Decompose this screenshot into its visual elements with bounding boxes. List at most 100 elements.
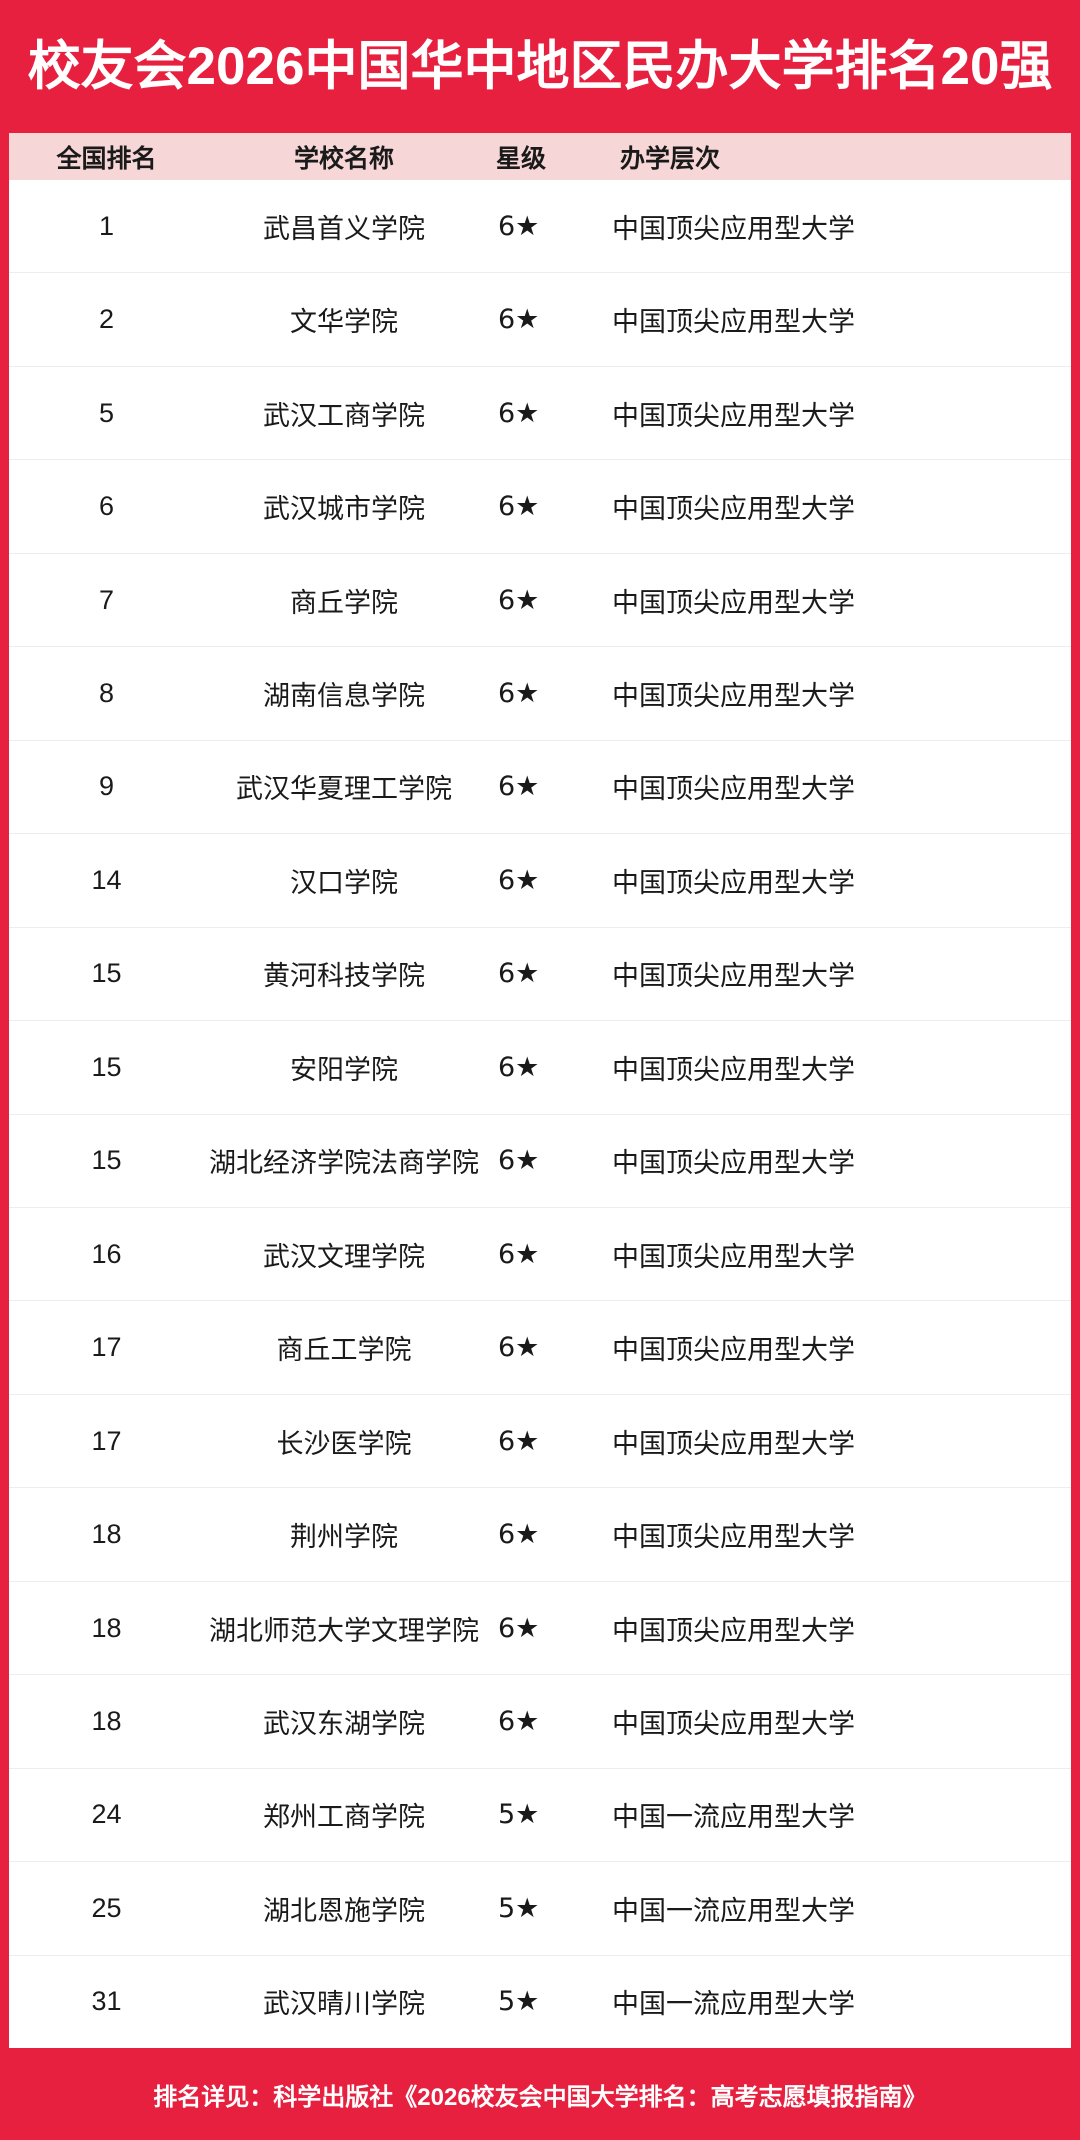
table-row: 5 武汉工商学院 6★ 中国顶尖应用型大学: [9, 365, 1071, 460]
cell-name: 湖北恩施学院: [263, 1895, 425, 1926]
cell-rank: 9: [98, 771, 115, 802]
cell-rank: 8: [98, 677, 115, 708]
cell-name: 湖北经济学院法商学院: [209, 1148, 479, 1179]
table-frame: 全国排名 学校名称 星级 办学层次 1 武昌首义学院 6★ 中国顶尖应用型大学 …: [0, 133, 1080, 2049]
cell-level: 中国顶尖应用型大学: [612, 1615, 855, 1646]
cell-level: 中国一流应用型大学: [612, 1989, 855, 2020]
table-row: 18 武汉东湖学院 6★ 中国顶尖应用型大学: [9, 1674, 1071, 1768]
cell-rank: 18: [91, 1705, 122, 1736]
table-row: 31 武汉晴川学院 5★ 中国一流应用型大学: [9, 1954, 1071, 2049]
footer-bar: 排名详见：科学出版社《2026校友会中国大学排名：高考志愿填报指南》: [0, 2048, 1080, 2140]
cell-rank: 18: [91, 1519, 122, 1550]
table-body: 1 武昌首义学院 6★ 中国顶尖应用型大学 2 文华学院 6★ 中国顶尖应用型大…: [9, 180, 1071, 2049]
cell-name: 商丘学院: [290, 587, 398, 618]
column-header-rank: 全国排名: [56, 144, 157, 173]
cell-name: 武汉东湖学院: [263, 1708, 425, 1739]
cell-star: 6★: [498, 584, 540, 616]
cell-star: 6★: [498, 1145, 540, 1177]
cell-rank: 7: [98, 584, 115, 615]
cell-rank: 16: [91, 1238, 122, 1269]
cell-star: 6★: [498, 1332, 540, 1364]
cell-rank: 5: [98, 397, 115, 428]
cell-name: 荆州学院: [290, 1522, 398, 1553]
cell-star: 6★: [498, 491, 540, 523]
cell-level: 中国顶尖应用型大学: [612, 213, 855, 244]
cell-name: 湖南信息学院: [263, 680, 425, 711]
cell-name: 武汉晴川学院: [263, 1989, 425, 2020]
table-row: 6 武汉城市学院 6★ 中国顶尖应用型大学: [9, 459, 1071, 553]
cell-rank: 2: [98, 304, 115, 335]
cell-star: 6★: [498, 1519, 540, 1551]
cell-level: 中国一流应用型大学: [612, 1895, 855, 1926]
cell-rank: 15: [91, 1145, 122, 1176]
cell-rank: 17: [91, 1332, 122, 1363]
cell-name: 文华学院: [290, 307, 398, 338]
cell-name: 武昌首义学院: [263, 213, 425, 244]
table-row: 18 荆州学院 6★ 中国顶尖应用型大学: [9, 1487, 1071, 1581]
cell-star: 6★: [498, 677, 540, 709]
cell-name: 武汉工商学院: [263, 400, 425, 431]
table-row: 24 郑州工商学院 5★ 中国一流应用型大学: [9, 1767, 1071, 1862]
cell-rank: 31: [91, 1986, 122, 2017]
cell-level: 中国顶尖应用型大学: [612, 1148, 855, 1179]
cell-star: 6★: [498, 1238, 540, 1270]
cell-star: 6★: [498, 1612, 540, 1644]
cell-rank: 15: [91, 958, 122, 989]
cell-star: 6★: [498, 210, 540, 242]
cell-rank: 24: [91, 1799, 122, 1830]
cell-star: 6★: [498, 1051, 540, 1083]
column-header-star: 星级: [496, 144, 547, 173]
cell-name: 武汉华夏理工学院: [236, 774, 452, 805]
cell-star: 5★: [498, 1892, 540, 1924]
cell-name: 长沙医学院: [276, 1428, 412, 1459]
cell-star: 6★: [498, 864, 540, 896]
ranking-table: 全国排名 学校名称 星级 办学层次 1 武昌首义学院 6★ 中国顶尖应用型大学 …: [9, 133, 1071, 2049]
column-header-level: 办学层次: [620, 144, 721, 173]
cell-star: 6★: [498, 1705, 540, 1737]
cell-name: 汉口学院: [290, 867, 398, 898]
cell-name: 商丘工学院: [276, 1335, 412, 1366]
cell-star: 6★: [498, 304, 540, 336]
cell-level: 中国顶尖应用型大学: [612, 307, 855, 338]
cell-name: 武汉文理学院: [263, 1241, 425, 1272]
table-row: 15 黄河科技学院 6★ 中国顶尖应用型大学: [9, 926, 1071, 1021]
table-row: 15 安阳学院 6★ 中国顶尖应用型大学: [9, 1020, 1071, 1114]
cell-star: 5★: [498, 1799, 540, 1831]
table-row: 16 武汉文理学院 6★ 中国顶尖应用型大学: [9, 1206, 1071, 1301]
table-row: 15 湖北经济学院法商学院 6★ 中国顶尖应用型大学: [9, 1113, 1071, 1207]
cell-star: 6★: [498, 771, 540, 803]
cell-name: 黄河科技学院: [263, 961, 425, 992]
page-title: 校友会2026中国华中地区民办大学排名20强: [27, 37, 1053, 96]
cell-name: 安阳学院: [290, 1054, 398, 1085]
table-row: 8 湖南信息学院 6★ 中国顶尖应用型大学: [9, 646, 1071, 740]
cell-rank: 14: [91, 864, 122, 895]
cell-level: 中国顶尖应用型大学: [612, 1241, 855, 1272]
table-row: 25 湖北恩施学院 5★ 中国一流应用型大学: [9, 1861, 1071, 1955]
table-header-row: 全国排名 学校名称 星级 办学层次: [9, 133, 1071, 180]
table-row: 17 商丘工学院 6★ 中国顶尖应用型大学: [9, 1300, 1071, 1394]
cell-rank: 25: [91, 1892, 122, 1923]
table-row: 17 长沙医学院 6★ 中国顶尖应用型大学: [9, 1393, 1071, 1488]
cell-level: 中国顶尖应用型大学: [612, 587, 855, 618]
table-row: 9 武汉华夏理工学院 6★ 中国顶尖应用型大学: [9, 739, 1071, 834]
cell-star: 6★: [498, 958, 540, 990]
table-row: 18 湖北师范大学文理学院 6★ 中国顶尖应用型大学: [9, 1580, 1071, 1675]
cell-level: 中国顶尖应用型大学: [612, 867, 855, 898]
cell-rank: 15: [91, 1051, 122, 1082]
cell-rank: 1: [98, 210, 115, 241]
cell-rank: 17: [91, 1425, 122, 1456]
cell-level: 中国顶尖应用型大学: [612, 1428, 855, 1459]
cell-name: 郑州工商学院: [263, 1802, 425, 1833]
cell-level: 中国顶尖应用型大学: [612, 1522, 855, 1553]
cell-level: 中国顶尖应用型大学: [612, 494, 855, 525]
cell-star: 6★: [498, 1425, 540, 1457]
cell-rank: 18: [91, 1612, 122, 1643]
table-row: 2 文华学院 6★ 中国顶尖应用型大学: [9, 272, 1071, 366]
cell-level: 中国顶尖应用型大学: [612, 1335, 855, 1366]
cell-rank: 6: [98, 491, 115, 522]
cell-name: 湖北师范大学文理学院: [209, 1615, 479, 1646]
cell-level: 中国顶尖应用型大学: [612, 1708, 855, 1739]
cell-level: 中国顶尖应用型大学: [612, 774, 855, 805]
table-row: 1 武昌首义学院 6★ 中国顶尖应用型大学: [9, 180, 1071, 273]
